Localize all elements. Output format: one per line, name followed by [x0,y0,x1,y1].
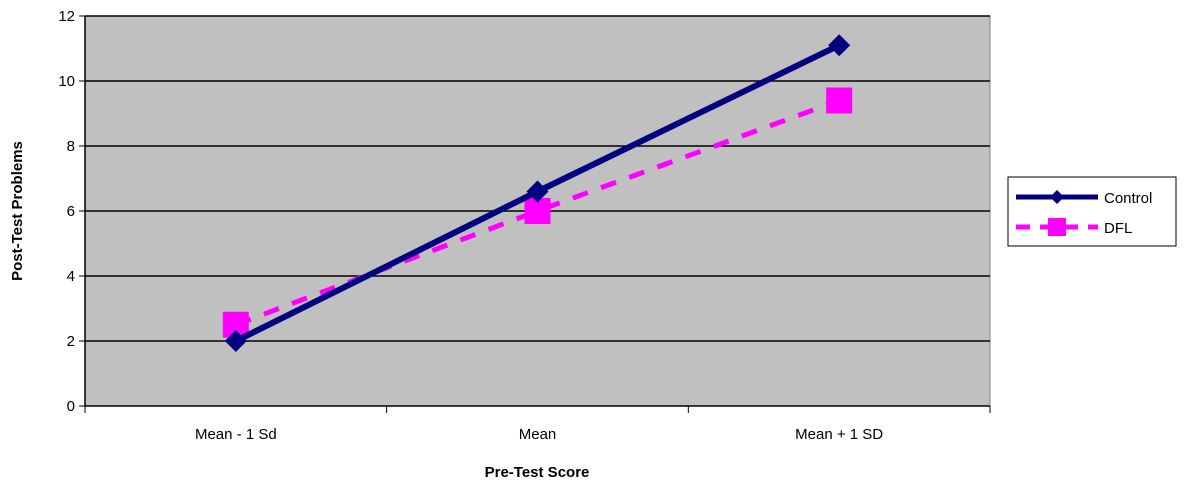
data-point-control [828,34,851,57]
y-tick-label: 4 [67,268,75,285]
y-tick-labels: 0 2 4 6 8 10 12 [58,8,75,415]
series-layer [222,34,853,352]
legend-marker [1050,190,1064,204]
x-tick-label: Mean + 1 SD [795,426,883,443]
legend-label: DFL [1104,220,1132,237]
x-tick-label: Mean [519,426,557,443]
legend-item-dfl: DFL [1016,218,1132,237]
y-tick-label: 8 [67,138,75,155]
y-tick-label: 12 [58,8,75,25]
x-tick-label: Mean - 1 Sd [195,426,277,443]
data-point-control [526,180,549,203]
legend-item-control: Control [1016,190,1152,207]
y-axis-title: Post-Test Problems [9,141,26,281]
axes [79,15,991,413]
y-tick-label: 10 [58,73,75,90]
x-tick-labels: Mean - 1 Sd Mean Mean + 1 SD [195,426,883,443]
legend: Control DFL [1007,176,1177,247]
legend-label: Control [1104,190,1152,207]
legend-marker [1048,218,1066,236]
y-tick-label: 2 [67,333,75,350]
data-point-control [224,330,247,352]
data-point-dfl [826,87,853,114]
legend-box [1007,176,1177,247]
y-tick-label: 6 [67,203,75,220]
x-axis-title: Pre-Test Score [485,464,590,481]
y-tick-label: 0 [67,398,75,415]
series-control [224,34,851,352]
